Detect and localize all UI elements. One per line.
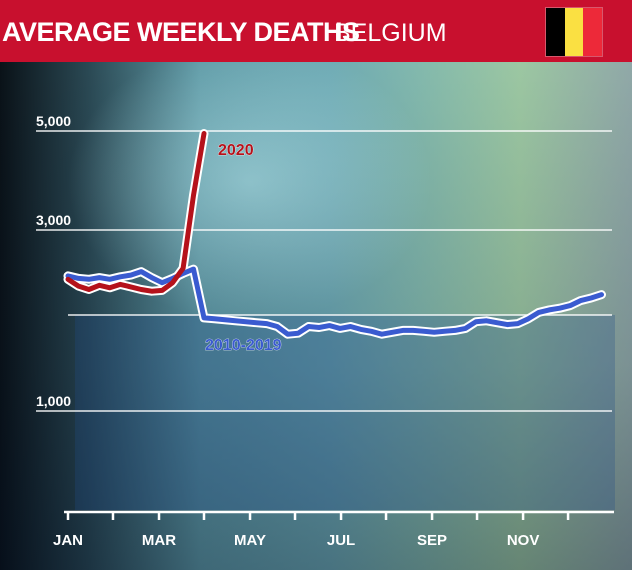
chart-title: AVERAGE WEEKLY DEATHS <box>2 17 360 47</box>
x-tick-label: SEP <box>417 532 447 549</box>
flag-stripe-yellow <box>564 8 584 56</box>
plot-area-shade <box>75 315 615 510</box>
series-label: 2010-2019 <box>205 337 282 354</box>
y-tick-label: 1,000 <box>36 393 71 409</box>
x-tick-label: MAR <box>142 532 176 549</box>
series-label: 2020 <box>218 142 254 159</box>
chart-subtitle: BELGIUM <box>334 19 447 47</box>
y-tick-label: 3,000 <box>36 212 71 228</box>
x-tick-label: JAN <box>53 532 83 549</box>
y-tick-labels: 1,000 3,000 5,000 <box>36 113 71 409</box>
series-lines <box>63 129 606 339</box>
flag-stripe-black <box>546 8 565 56</box>
x-tick-label: JUL <box>327 532 355 549</box>
belgium-flag-icon <box>545 7 603 57</box>
chart-header: AVERAGE WEEKLY DEATHS BELGIUM <box>0 0 632 62</box>
series-line-2020 <box>65 131 207 294</box>
series-labels: 2010-2019 2020 <box>205 142 282 355</box>
grid-lines <box>36 130 612 412</box>
x-tick-label: NOV <box>507 532 540 549</box>
x-tick-label: MAY <box>234 532 266 549</box>
flag-stripe-red <box>583 8 603 56</box>
x-axis: JAN MAR MAY JUL SEP NOV <box>53 510 614 549</box>
series-line-2010-2019 <box>65 266 604 337</box>
y-tick-label: 5,000 <box>36 113 71 129</box>
